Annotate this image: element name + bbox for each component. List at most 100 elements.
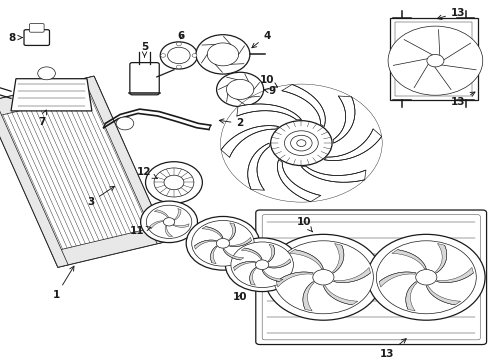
Polygon shape <box>289 249 323 269</box>
Text: 10: 10 <box>260 76 277 87</box>
Text: 11: 11 <box>130 226 151 236</box>
Polygon shape <box>234 261 256 271</box>
Polygon shape <box>237 104 301 120</box>
Polygon shape <box>379 272 416 287</box>
Circle shape <box>192 54 197 57</box>
Text: 13: 13 <box>451 92 475 107</box>
Polygon shape <box>165 226 172 237</box>
Polygon shape <box>174 208 181 220</box>
Polygon shape <box>276 272 313 287</box>
Polygon shape <box>0 100 68 267</box>
Text: 10: 10 <box>233 292 247 302</box>
Circle shape <box>163 218 175 226</box>
Polygon shape <box>269 259 291 268</box>
FancyBboxPatch shape <box>29 24 44 32</box>
Text: 12: 12 <box>137 167 157 179</box>
FancyBboxPatch shape <box>256 210 487 345</box>
Circle shape <box>273 241 373 314</box>
Polygon shape <box>436 244 447 273</box>
Polygon shape <box>277 160 321 202</box>
Circle shape <box>176 65 181 69</box>
Circle shape <box>146 162 202 203</box>
Polygon shape <box>202 226 223 238</box>
Polygon shape <box>426 286 461 305</box>
Circle shape <box>168 47 190 64</box>
Circle shape <box>217 72 264 107</box>
Bar <box>395 22 472 96</box>
Polygon shape <box>334 267 370 283</box>
Text: 13: 13 <box>380 339 406 359</box>
Polygon shape <box>333 244 344 273</box>
Circle shape <box>368 234 485 320</box>
Circle shape <box>160 42 197 69</box>
Circle shape <box>225 238 299 292</box>
Circle shape <box>176 42 181 46</box>
Circle shape <box>186 216 260 270</box>
Bar <box>390 18 478 100</box>
Text: 6: 6 <box>178 31 185 41</box>
Text: 2: 2 <box>220 118 244 129</box>
Polygon shape <box>262 270 283 282</box>
Text: 7: 7 <box>38 110 47 127</box>
Circle shape <box>217 238 229 248</box>
Circle shape <box>192 220 254 266</box>
Polygon shape <box>229 223 235 240</box>
Circle shape <box>313 270 334 285</box>
Polygon shape <box>392 249 426 269</box>
Polygon shape <box>223 249 244 260</box>
Circle shape <box>376 241 476 314</box>
Circle shape <box>265 234 382 320</box>
Polygon shape <box>303 282 314 311</box>
Text: 1: 1 <box>53 266 74 300</box>
Circle shape <box>231 242 294 288</box>
Text: 4: 4 <box>252 31 271 48</box>
Polygon shape <box>324 129 382 161</box>
Polygon shape <box>11 79 92 111</box>
Circle shape <box>147 205 192 238</box>
Text: 10: 10 <box>296 217 313 232</box>
Circle shape <box>388 26 483 95</box>
Polygon shape <box>195 240 217 249</box>
FancyBboxPatch shape <box>130 63 159 95</box>
Circle shape <box>161 54 166 57</box>
Circle shape <box>196 35 250 74</box>
Polygon shape <box>282 85 325 126</box>
Polygon shape <box>51 226 168 267</box>
Circle shape <box>154 168 194 197</box>
Polygon shape <box>0 76 168 267</box>
Polygon shape <box>301 166 366 182</box>
Circle shape <box>416 270 437 285</box>
Text: 13: 13 <box>437 8 465 19</box>
Circle shape <box>38 67 55 80</box>
Text: 9: 9 <box>264 86 275 96</box>
Polygon shape <box>229 237 251 247</box>
Circle shape <box>270 121 332 166</box>
Polygon shape <box>173 224 189 227</box>
Polygon shape <box>333 96 355 143</box>
Circle shape <box>164 175 184 190</box>
Polygon shape <box>437 267 473 283</box>
Polygon shape <box>221 126 278 157</box>
Polygon shape <box>250 267 256 285</box>
Polygon shape <box>0 76 101 117</box>
Circle shape <box>427 54 444 67</box>
Circle shape <box>256 260 269 270</box>
Circle shape <box>141 201 197 243</box>
FancyBboxPatch shape <box>262 215 480 340</box>
FancyBboxPatch shape <box>24 30 49 45</box>
Polygon shape <box>323 286 358 305</box>
Circle shape <box>116 117 134 130</box>
Polygon shape <box>241 248 262 260</box>
Polygon shape <box>211 246 217 264</box>
Polygon shape <box>84 76 168 244</box>
Text: 3: 3 <box>87 186 115 207</box>
Polygon shape <box>406 282 417 311</box>
Polygon shape <box>268 244 274 262</box>
Polygon shape <box>150 221 163 229</box>
Circle shape <box>226 80 254 99</box>
Text: 8: 8 <box>9 32 22 42</box>
Text: 5: 5 <box>141 41 148 57</box>
Polygon shape <box>248 143 270 190</box>
Polygon shape <box>154 210 169 217</box>
Circle shape <box>207 43 239 66</box>
